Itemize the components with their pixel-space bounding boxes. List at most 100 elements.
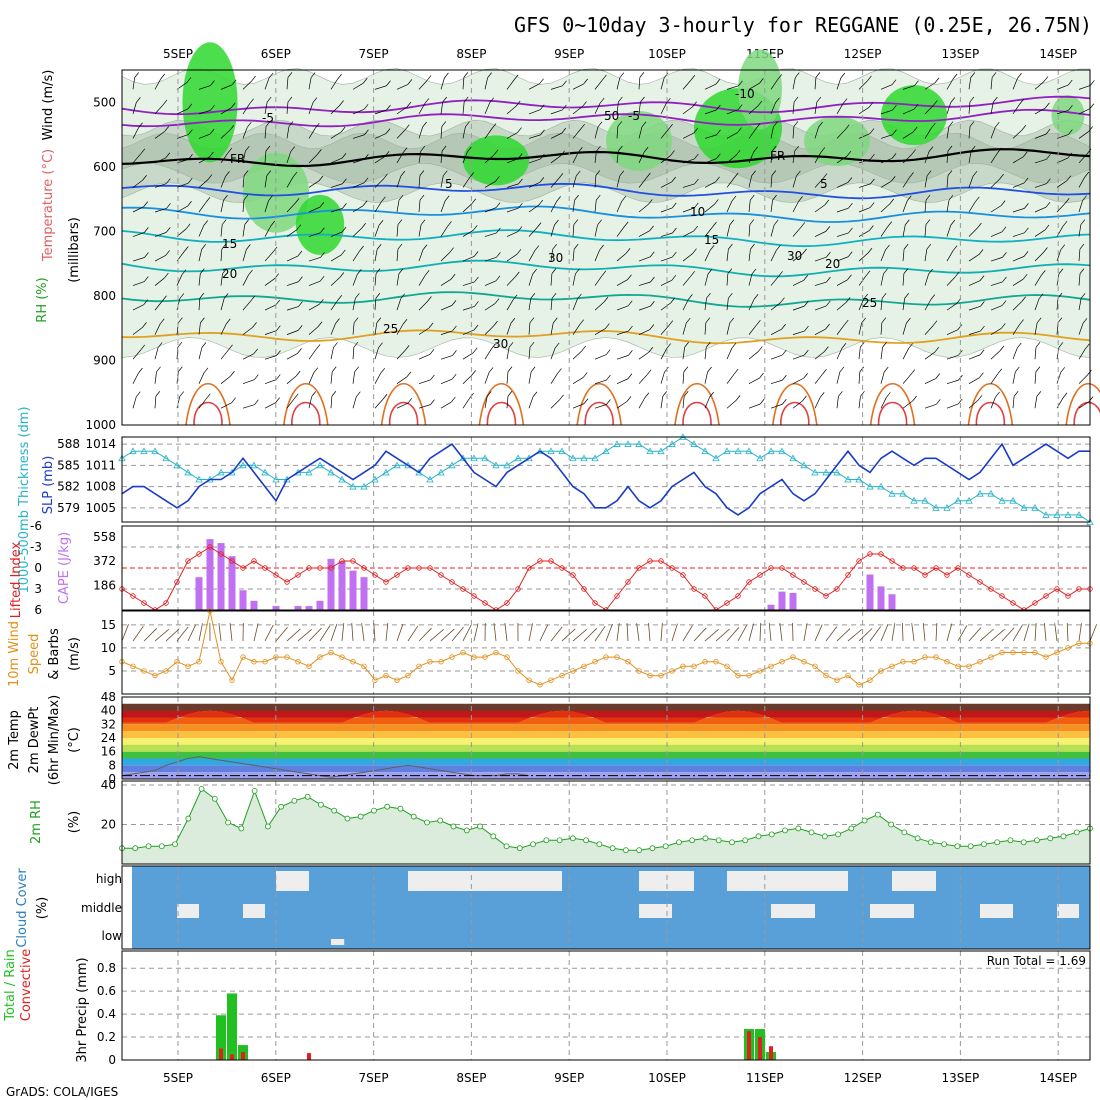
minmax-label: (6hr Min/Max) <box>47 695 62 785</box>
wind-barb-feather <box>731 342 737 349</box>
wind-barb <box>858 396 861 409</box>
rh-point <box>437 817 444 824</box>
wind-barb-feather <box>342 203 347 209</box>
wind-barb-feather <box>847 251 853 257</box>
wind-barb <box>814 305 827 311</box>
wind-barb <box>748 224 751 237</box>
thickness-line-point <box>657 447 665 455</box>
wind-barb <box>396 298 402 311</box>
wind-barb-feather <box>538 199 544 206</box>
wind-barb <box>572 324 580 335</box>
wind10m-barb <box>726 627 740 642</box>
wind-barb-feather <box>407 79 413 85</box>
wind-barb <box>1056 180 1068 188</box>
wind10m-speed-line-point <box>680 663 686 670</box>
wind10m-barb <box>990 628 1005 642</box>
wind-barb <box>198 202 207 213</box>
wind-barb <box>770 379 783 385</box>
wind-barb-feather <box>891 79 897 85</box>
wind-barb-feather <box>251 75 256 82</box>
wind-barb-feather <box>838 391 843 397</box>
wind-barb <box>968 330 981 335</box>
thickness-line-point <box>899 489 907 497</box>
wind-barb <box>528 204 539 213</box>
wind-barb <box>220 130 231 139</box>
wind-barb-feather <box>715 176 720 183</box>
wind-barb-feather <box>333 342 338 348</box>
wind-barb <box>440 150 443 163</box>
wind-barb <box>132 304 144 311</box>
wind-barb-feather <box>183 246 189 252</box>
wind-barb-feather <box>451 373 457 380</box>
wind-barb-feather <box>287 72 293 78</box>
wind10m-speed-line-point <box>867 677 873 683</box>
wind-barb-feather <box>496 252 501 258</box>
wind-barb-feather <box>753 294 759 300</box>
wind-barb-feather <box>1067 79 1073 86</box>
temp-tick: 8 <box>108 758 116 772</box>
wind-barb <box>132 206 144 213</box>
temp2m-label: 2m Temp <box>7 710 22 770</box>
wind-barb-feather <box>424 270 430 276</box>
wind-barb-feather <box>1060 244 1066 250</box>
wind-barb-feather <box>385 128 391 134</box>
wind-barb-feather <box>380 367 386 374</box>
rh2m-label: 2m RH <box>29 800 44 844</box>
wind10m-barb <box>440 628 455 642</box>
wind-barb <box>1078 153 1088 164</box>
wind-barb <box>264 225 272 237</box>
wind-barb-feather <box>143 201 149 207</box>
thickness-tick: 582 <box>57 480 80 494</box>
wind-barb <box>594 301 605 311</box>
wind-barb <box>264 150 267 163</box>
wind-barb-feather <box>450 273 456 280</box>
cloud-middle-block <box>771 904 815 918</box>
wind-barb-feather <box>359 245 364 252</box>
wind-barb <box>506 254 518 262</box>
wind-barb-feather <box>297 325 303 331</box>
wind-barb-feather <box>909 172 914 178</box>
wind-barb <box>440 378 453 385</box>
wind-barb-feather <box>672 202 677 209</box>
wind-barb <box>528 298 532 311</box>
wind-barb <box>462 77 465 90</box>
wind-barb <box>770 126 774 139</box>
wind10m-barb <box>968 627 982 642</box>
wind-barb-feather <box>384 151 390 157</box>
wind-barb-feather <box>626 396 632 402</box>
wind-barb <box>198 372 205 384</box>
wind-barb <box>814 281 827 286</box>
wind-barb-feather <box>749 194 755 201</box>
wind-barb <box>880 298 883 311</box>
wind-barb <box>198 347 203 360</box>
wind-barb <box>726 348 733 360</box>
precip-total-bar <box>216 1015 226 1060</box>
temp-tick: 48 <box>101 690 116 704</box>
wind-barb-feather <box>463 96 469 103</box>
wind-tick: 5 <box>108 664 116 678</box>
run-total: Run Total = 1.69 <box>987 954 1086 968</box>
thickness-line-point <box>481 454 489 462</box>
wind-barb <box>132 102 137 114</box>
wind-barb <box>1034 396 1038 409</box>
wind-barb <box>396 175 402 188</box>
lifted-index-line-point <box>1076 586 1082 592</box>
wind-barb <box>1012 103 1021 115</box>
wind10m-speed-line-point <box>933 654 939 660</box>
wind10m-barb <box>1078 623 1082 642</box>
wind-barb <box>858 133 871 139</box>
wind-barb-feather <box>912 395 917 402</box>
wind10m-speed-line-point <box>163 668 169 674</box>
wind-barb <box>814 152 822 164</box>
lifted-index-line-point <box>460 586 466 592</box>
wind-barb <box>506 79 515 90</box>
wind-barb <box>858 371 861 384</box>
wind-barb <box>968 377 980 384</box>
wind-barb <box>154 183 167 188</box>
wind-barb <box>132 153 142 164</box>
wind-barb-feather <box>424 98 430 104</box>
wind-barb-feather <box>993 96 998 103</box>
wind-barb-feather <box>782 349 787 356</box>
wind-barb-feather <box>1046 154 1051 160</box>
